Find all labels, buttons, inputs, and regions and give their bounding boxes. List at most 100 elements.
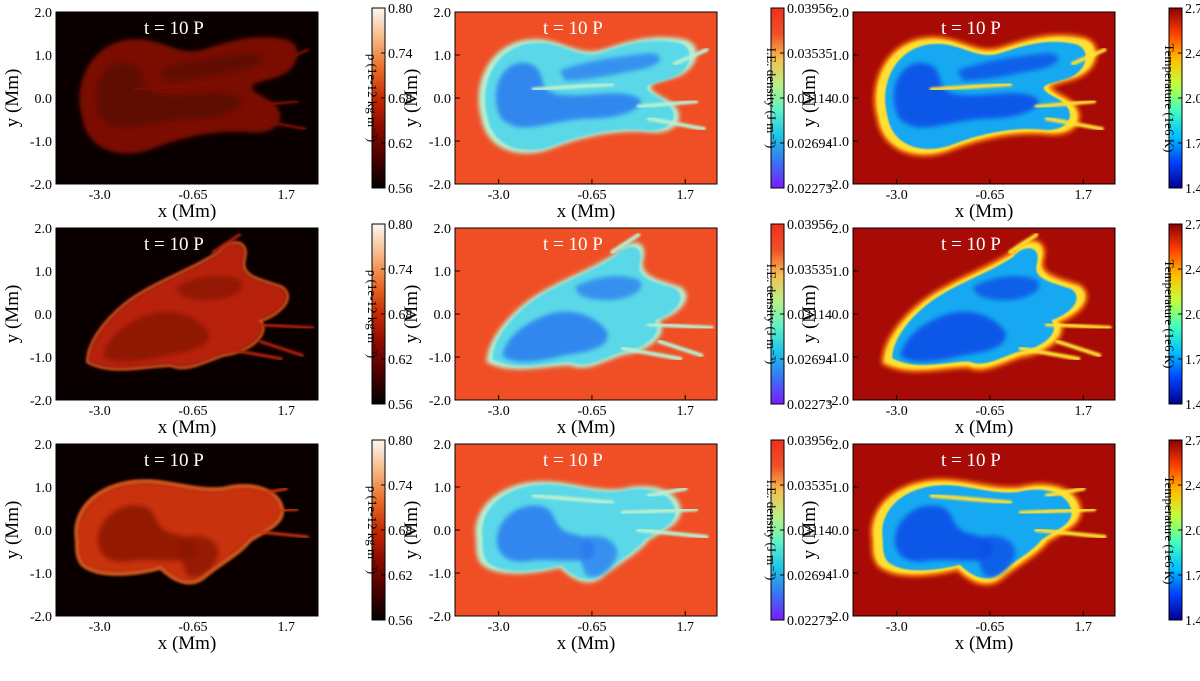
x-tick-label: 1.7: [277, 620, 295, 635]
panel-r3-c2: t = 10 P 2.0 1.0 0.0 -1.0 -2.0 -3.0 -0.65 1.7 x (…: [401, 434, 833, 654]
colorbar-label: ρ (1e-12 kg m⁻³): [365, 54, 380, 142]
colorbar-tick-label: 0.03535: [787, 263, 833, 278]
x-axis-label: x (Mm): [955, 417, 1014, 438]
x-axis-label: x (Mm): [557, 633, 616, 654]
panel-title: t = 10 P: [543, 234, 603, 255]
y-tick-label: -1.0: [429, 567, 451, 582]
colorbar-label: Temperature (1e6 K): [1162, 260, 1177, 369]
y-axis-label: y (Mm): [401, 501, 422, 560]
colorbar-tick-label: 0.02694: [787, 569, 833, 584]
x-axis-label: x (Mm): [158, 201, 217, 222]
colorbar-tick-label: 0.80: [388, 218, 413, 233]
x-tick-label: 1.7: [676, 620, 694, 635]
y-tick-label: -2.0: [429, 394, 451, 409]
panel-r3-c3: t = 10 P 2.0 1.0 0.0 -1.0 -2.0 -3.0 -0.65 1.7 x (…: [799, 434, 1200, 654]
colorbar-tick-label: 0.62: [388, 137, 413, 152]
x-tick-label: -0.65: [975, 404, 1004, 419]
colorbar-tick-label: 0.03956: [787, 218, 833, 233]
y-tick-label: -2.0: [827, 178, 849, 193]
y-tick-label: 1.0: [832, 481, 850, 496]
panel-r1-c1: t = 10 P 2.0 1.0 0.0 -1.0 -2.0 -3.0 -0.65 1.7 x (…: [2, 2, 413, 222]
x-tick-label: -3.0: [886, 404, 908, 419]
x-tick-label: -3.0: [886, 188, 908, 203]
colorbar-tick-label: 0.03114: [787, 308, 832, 323]
x-axis-label: x (Mm): [158, 633, 217, 654]
y-tick-label: 1.0: [35, 49, 53, 64]
y-axis-label: y (Mm): [799, 285, 820, 344]
y-axis-label: y (Mm): [799, 69, 820, 128]
x-tick-label: -3.0: [488, 620, 510, 635]
x-axis-label: x (Mm): [557, 201, 616, 222]
colorbar-label: Temperature (1e6 K): [1162, 44, 1177, 153]
x-tick-label: 1.7: [1074, 188, 1092, 203]
panel-title: t = 10 P: [543, 450, 603, 471]
colorbar-tick-label: 0.62: [388, 569, 413, 584]
panel-title: t = 10 P: [543, 18, 603, 39]
x-tick-label: 1.7: [277, 188, 295, 203]
x-tick-label: 1.7: [676, 404, 694, 419]
panel-title: t = 10 P: [941, 450, 1001, 471]
y-tick-label: 0.0: [434, 524, 452, 539]
y-tick-label: -2.0: [827, 394, 849, 409]
x-tick-label: 1.7: [277, 404, 295, 419]
y-axis-label: y (Mm): [2, 285, 23, 344]
y-tick-label: 2.0: [434, 6, 452, 21]
colorbar-tick-label: 2.421: [1185, 479, 1200, 494]
colorbar-tick-label: 0.02273: [787, 182, 833, 197]
colorbar-label: I.E. density (J m⁻³): [764, 480, 779, 581]
panel-title: t = 10 P: [144, 450, 204, 471]
y-tick-label: 2.0: [434, 222, 452, 237]
colorbar-label: ρ (1e-12 kg m⁻³): [365, 486, 380, 574]
y-tick-label: 1.0: [434, 265, 452, 280]
x-tick-label: -3.0: [89, 620, 111, 635]
x-tick-label: -3.0: [89, 188, 111, 203]
y-tick-label: -2.0: [429, 610, 451, 625]
colorbar-tick-label: 0.02273: [787, 614, 833, 629]
y-axis-label: y (Mm): [401, 285, 422, 344]
panel-grid: t = 10 P 2.0 1.0 0.0 -1.0 -2.0 -3.0 -0.65 1.7 x (…: [2, 2, 1200, 654]
colorbar-tick-label: 0.62: [388, 353, 413, 368]
panel-r3-c1: t = 10 P 2.0 1.0 0.0 -1.0 -2.0 -3.0 -0.65 1.7 x (…: [2, 434, 413, 654]
colorbar-tick-label: 0.80: [388, 434, 413, 449]
y-tick-label: -1.0: [30, 135, 52, 150]
x-axis-label: x (Mm): [158, 417, 217, 438]
y-tick-label: 0.0: [35, 308, 53, 323]
panel-r2-c3: t = 10 P 2.0 1.0 0.0 -1.0 -2.0 -3.0 -0.65 1.7 x (…: [799, 218, 1200, 438]
y-tick-label: 1.0: [35, 481, 53, 496]
x-tick-label: 1.7: [676, 188, 694, 203]
x-axis-label: x (Mm): [955, 201, 1014, 222]
colorbar-tick-label: 0.03114: [787, 92, 832, 107]
colorbar-label: I.E. density (J m⁻³): [764, 264, 779, 365]
colorbar-tick-label: 1.442: [1185, 182, 1200, 197]
y-tick-label: -2.0: [429, 178, 451, 193]
y-tick-label: 0.0: [434, 308, 452, 323]
y-axis-label: y (Mm): [401, 69, 422, 128]
y-tick-label: 2.0: [35, 222, 53, 237]
colorbar-tick-label: 2.747: [1185, 434, 1200, 449]
x-tick-label: -0.65: [178, 188, 207, 203]
x-tick-label: -0.65: [178, 404, 207, 419]
colorbar-tick-label: 1.768: [1185, 137, 1200, 152]
x-tick-label: -0.65: [577, 404, 606, 419]
field-image: [853, 444, 1115, 616]
x-axis-label: x (Mm): [955, 633, 1014, 654]
x-tick-label: -0.65: [178, 620, 207, 635]
y-tick-label: 0.0: [832, 524, 850, 539]
y-tick-label: -1.0: [429, 135, 451, 150]
field-image: [853, 12, 1115, 184]
colorbar-label: I.E. density (J m⁻³): [764, 48, 779, 149]
colorbar-tick-label: 1.442: [1185, 614, 1200, 629]
colorbar-tick-label: 2.421: [1185, 263, 1200, 278]
y-tick-label: 2.0: [832, 222, 850, 237]
colorbar-tick-label: 0.03535: [787, 479, 833, 494]
y-tick-label: 0.0: [832, 92, 850, 107]
y-tick-label: 1.0: [832, 265, 850, 280]
x-tick-label: -0.65: [577, 620, 606, 635]
colorbar-tick-label: 0.02694: [787, 353, 833, 368]
colorbar-tick-label: 2.747: [1185, 218, 1200, 233]
colorbar-tick-label: 0.03956: [787, 2, 833, 17]
panel-title: t = 10 P: [941, 234, 1001, 255]
colorbar-tick-label: 0.03956: [787, 434, 833, 449]
y-tick-label: -1.0: [827, 135, 849, 150]
y-tick-label: 1.0: [434, 49, 452, 64]
